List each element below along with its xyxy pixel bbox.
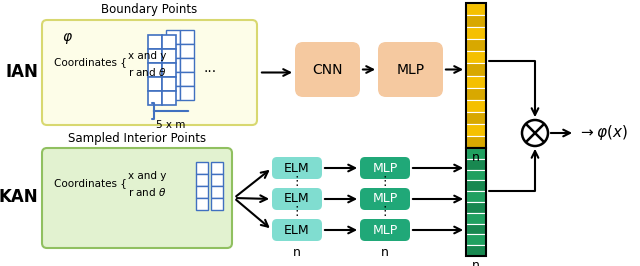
Bar bbox=[196, 186, 208, 198]
Bar bbox=[466, 3, 486, 15]
FancyBboxPatch shape bbox=[360, 219, 410, 241]
Text: CNN: CNN bbox=[312, 63, 343, 77]
Text: n: n bbox=[381, 246, 389, 259]
Bar bbox=[466, 170, 486, 180]
Text: ⋮: ⋮ bbox=[379, 206, 391, 218]
Bar bbox=[466, 159, 486, 170]
Text: n: n bbox=[472, 151, 480, 164]
FancyBboxPatch shape bbox=[42, 148, 232, 248]
Text: MLP: MLP bbox=[372, 161, 397, 174]
Bar bbox=[180, 30, 194, 44]
Bar bbox=[162, 63, 176, 77]
Bar bbox=[196, 162, 208, 174]
Text: r and $\theta$: r and $\theta$ bbox=[128, 186, 166, 198]
Text: Coordinates {: Coordinates { bbox=[54, 57, 127, 67]
Bar bbox=[466, 76, 486, 88]
Bar bbox=[466, 15, 486, 27]
Bar bbox=[466, 191, 486, 202]
FancyBboxPatch shape bbox=[42, 20, 257, 125]
Bar bbox=[466, 136, 486, 148]
Bar bbox=[466, 3, 486, 148]
FancyBboxPatch shape bbox=[272, 157, 322, 179]
Bar bbox=[148, 49, 162, 63]
Bar bbox=[466, 88, 486, 100]
Bar bbox=[180, 58, 194, 72]
Circle shape bbox=[522, 120, 548, 146]
Bar bbox=[166, 58, 180, 72]
Bar bbox=[196, 174, 208, 186]
Text: r and $\theta$: r and $\theta$ bbox=[128, 66, 166, 78]
Bar bbox=[166, 86, 180, 100]
Bar bbox=[148, 77, 162, 91]
Bar bbox=[162, 91, 176, 105]
Text: MLP: MLP bbox=[372, 223, 397, 236]
Bar bbox=[180, 44, 194, 58]
Bar bbox=[466, 100, 486, 112]
Text: x and y: x and y bbox=[128, 51, 166, 61]
Bar bbox=[180, 72, 194, 86]
FancyBboxPatch shape bbox=[272, 219, 322, 241]
Bar bbox=[466, 27, 486, 39]
Bar bbox=[211, 198, 223, 210]
Text: 5 x m: 5 x m bbox=[156, 120, 186, 130]
Bar bbox=[466, 224, 486, 234]
Bar bbox=[466, 234, 486, 245]
Bar bbox=[466, 202, 486, 213]
Bar bbox=[466, 148, 486, 256]
Bar bbox=[166, 44, 180, 58]
Text: IAN: IAN bbox=[5, 63, 38, 81]
FancyBboxPatch shape bbox=[378, 42, 443, 97]
Bar bbox=[166, 30, 180, 44]
Bar bbox=[466, 63, 486, 76]
FancyBboxPatch shape bbox=[295, 42, 360, 97]
Text: n: n bbox=[293, 246, 301, 259]
Bar bbox=[466, 51, 486, 63]
Text: MLP: MLP bbox=[372, 193, 397, 206]
Text: $\rightarrow\varphi(x)$: $\rightarrow\varphi(x)$ bbox=[578, 123, 628, 143]
Bar bbox=[166, 72, 180, 86]
Text: Coordinates {: Coordinates { bbox=[54, 178, 127, 188]
Bar bbox=[211, 174, 223, 186]
FancyBboxPatch shape bbox=[360, 188, 410, 210]
Bar bbox=[466, 112, 486, 124]
Bar bbox=[162, 49, 176, 63]
Text: KAN: KAN bbox=[0, 188, 38, 206]
Bar bbox=[466, 180, 486, 191]
Bar bbox=[180, 86, 194, 100]
Bar bbox=[162, 35, 176, 49]
Text: ...: ... bbox=[204, 61, 216, 75]
Text: n: n bbox=[472, 259, 480, 266]
Bar bbox=[211, 162, 223, 174]
Text: ELM: ELM bbox=[284, 193, 310, 206]
Text: ELM: ELM bbox=[284, 223, 310, 236]
Text: Boundary Points: Boundary Points bbox=[101, 3, 198, 16]
Bar bbox=[466, 245, 486, 256]
Bar bbox=[196, 198, 208, 210]
Bar bbox=[466, 213, 486, 224]
Bar bbox=[211, 186, 223, 198]
Text: MLP: MLP bbox=[396, 63, 424, 77]
FancyBboxPatch shape bbox=[360, 157, 410, 179]
Bar bbox=[148, 63, 162, 77]
Text: ⋮: ⋮ bbox=[291, 206, 303, 218]
Bar bbox=[466, 124, 486, 136]
Bar bbox=[466, 148, 486, 159]
Bar bbox=[162, 77, 176, 91]
Text: ⋮: ⋮ bbox=[291, 174, 303, 188]
Text: Sampled Interior Points: Sampled Interior Points bbox=[68, 132, 206, 145]
Text: ELM: ELM bbox=[284, 161, 310, 174]
Text: x and y: x and y bbox=[128, 171, 166, 181]
Bar bbox=[148, 35, 162, 49]
Bar bbox=[148, 91, 162, 105]
Text: ⋮: ⋮ bbox=[379, 174, 391, 188]
Text: $\varphi$: $\varphi$ bbox=[62, 31, 73, 45]
Bar bbox=[466, 39, 486, 51]
FancyBboxPatch shape bbox=[272, 188, 322, 210]
